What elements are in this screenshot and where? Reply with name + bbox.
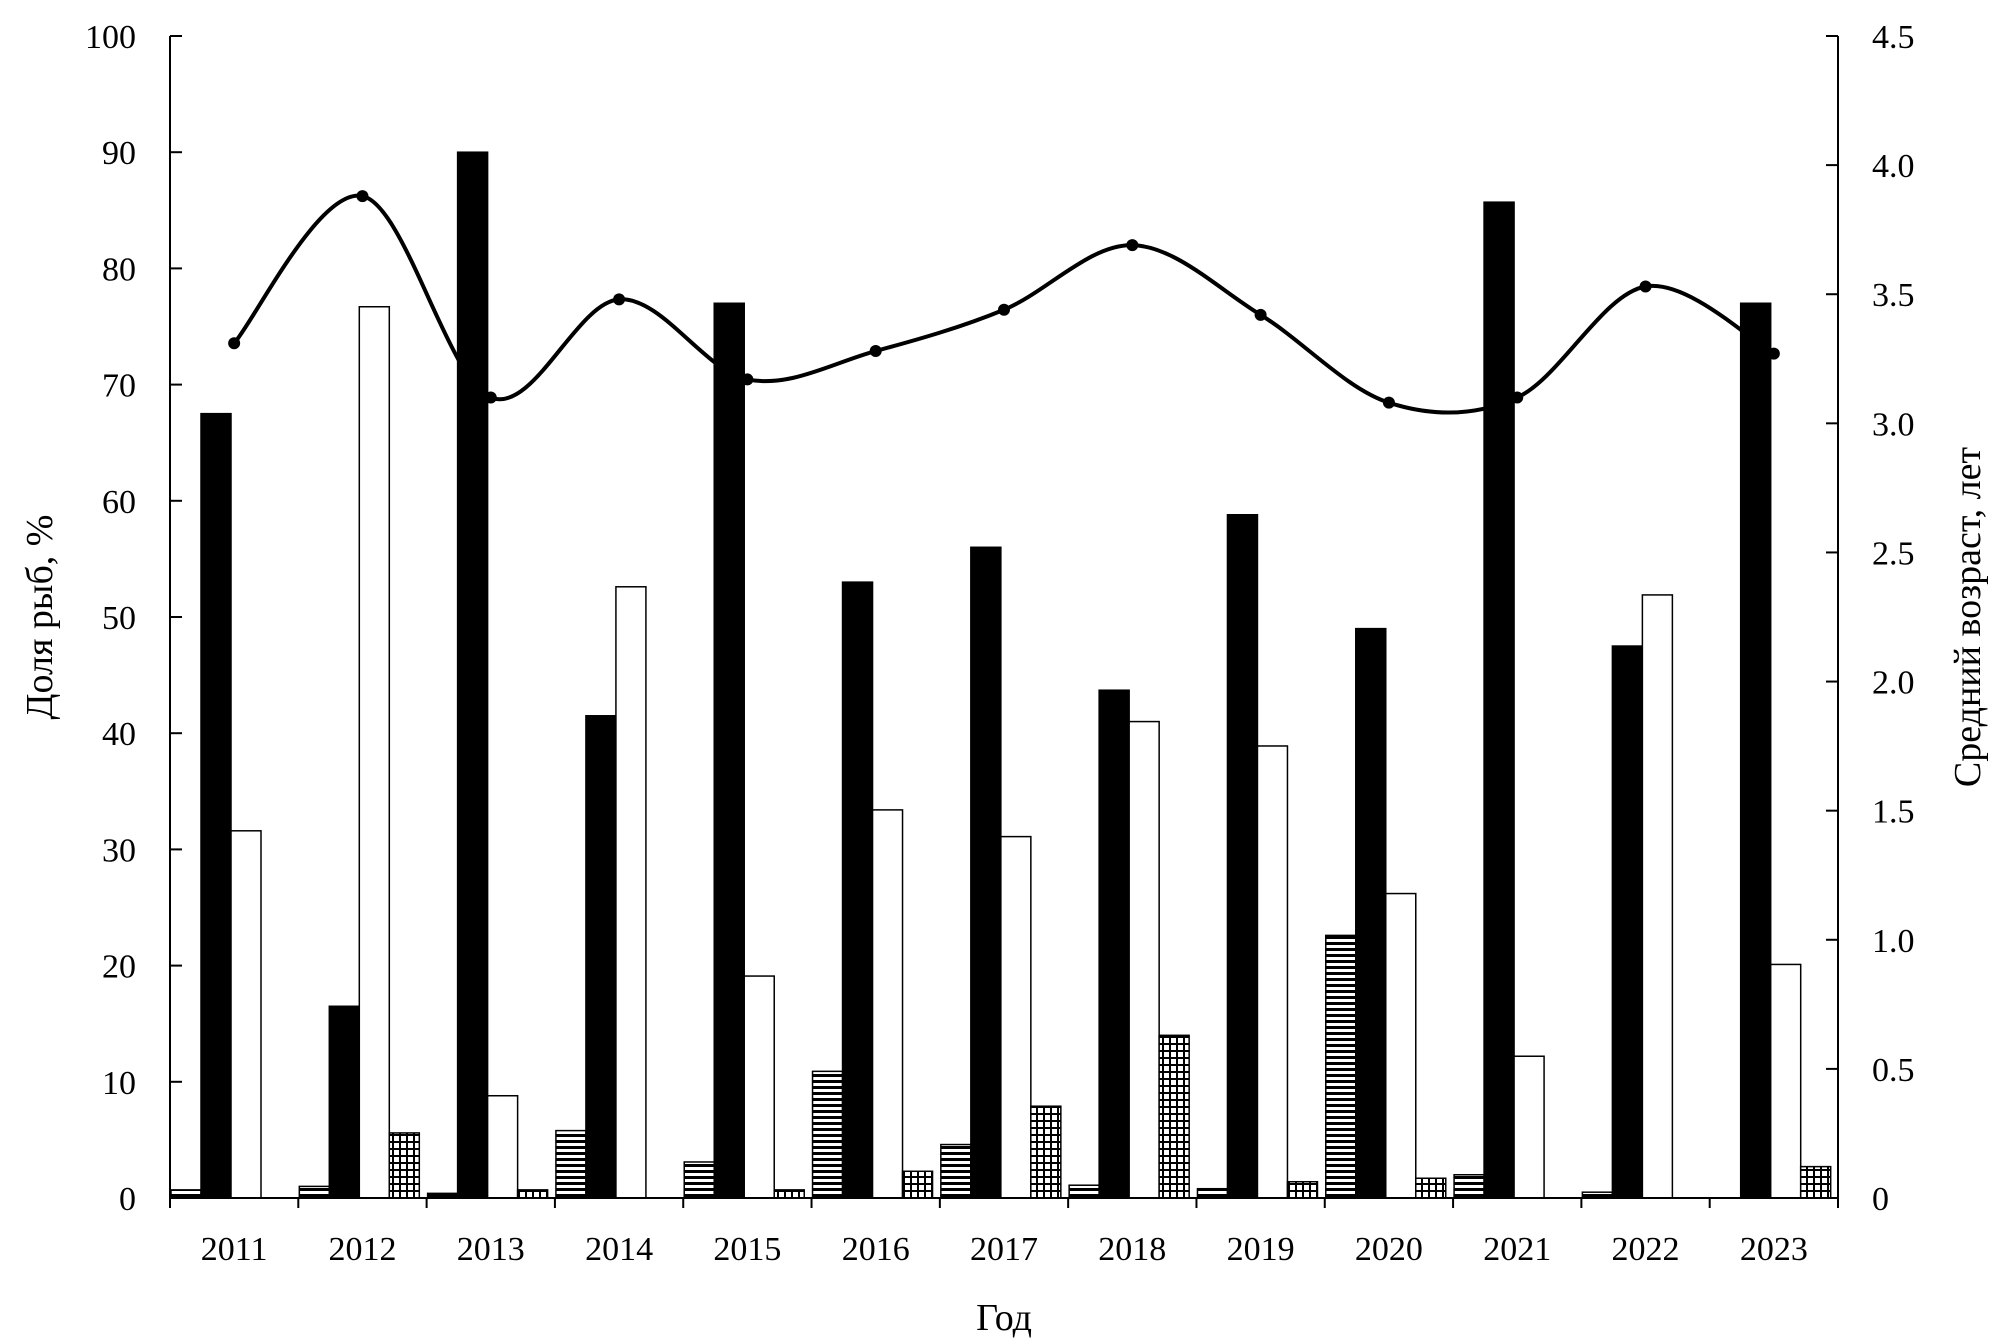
mean-age-point-2019 [1254, 308, 1267, 321]
bar-white-2014 [615, 586, 647, 1199]
bar-solid-black-2017 [970, 546, 1002, 1199]
mean-age-point-2014 [613, 293, 626, 306]
y-tick-label-left-90: 90 [102, 135, 136, 172]
mean-age-point-2023 [1767, 347, 1780, 360]
bar-solid-black-2023 [1739, 302, 1772, 1199]
bar-horizontal-lines-2017 [940, 1143, 972, 1199]
y-tick-label-left-30: 30 [102, 832, 136, 869]
bar-white-2012 [358, 305, 391, 1199]
x-tick-label-2014: 2014 [585, 1231, 653, 1268]
bar-grid-2018 [1158, 1034, 1190, 1199]
x-tick-label-2011: 2011 [201, 1231, 268, 1268]
x-tick-label-2013: 2013 [457, 1231, 525, 1268]
y-tick-label-right-4.0: 4.0 [1872, 148, 1915, 185]
y-tick-label-left-100: 100 [85, 19, 136, 56]
mean-age-point-2016 [869, 345, 882, 358]
bar-grid-2017 [1030, 1105, 1062, 1199]
bar-solid-black-2013 [456, 151, 489, 1199]
y-tick-label-left-10: 10 [102, 1065, 136, 1102]
y-tick-label-right-2.0: 2.0 [1872, 665, 1915, 702]
y-tick-label-right-3.0: 3.0 [1872, 406, 1915, 443]
bar-solid-black-2012 [328, 1005, 361, 1199]
y-tick-label-left-70: 70 [102, 368, 136, 405]
x-tick-label-2019: 2019 [1227, 1231, 1295, 1268]
x-tick-label-2012: 2012 [328, 1231, 396, 1268]
bar-solid-black-2021 [1483, 201, 1515, 1199]
bar-solid-black-2019 [1226, 513, 1259, 1199]
bar-solid-black-2011 [200, 412, 232, 1199]
y-tick-label-right-2.5: 2.5 [1872, 535, 1915, 572]
bar-white-2017 [1000, 835, 1032, 1199]
bar-grid-2015 [773, 1189, 805, 1199]
bar-white-2021 [1513, 1055, 1545, 1199]
y-axis-title-left: Доля рыб, % [19, 515, 61, 720]
bar-white-2016 [871, 809, 904, 1199]
mean-age-point-2013 [484, 391, 497, 404]
x-tick-label-2020: 2020 [1355, 1231, 1423, 1268]
bar-grid-2012 [388, 1132, 421, 1199]
x-tick-label-2017: 2017 [970, 1231, 1038, 1268]
y-tick-label-left-20: 20 [102, 949, 136, 986]
mean-age-point-2017 [998, 303, 1010, 316]
x-tick-label-2015: 2015 [713, 1231, 781, 1268]
bar-grid-2016 [901, 1170, 934, 1199]
bar-solid-black-2022 [1611, 645, 1644, 1199]
x-tick-label-2016: 2016 [842, 1231, 910, 1268]
bar-horizontal-lines-2014 [555, 1129, 587, 1199]
mean-age-point-2015 [741, 373, 754, 386]
y-tick-label-left-0: 0 [119, 1181, 136, 1218]
mean-age-point-2011 [228, 337, 241, 350]
bar-white-2019 [1256, 745, 1289, 1199]
bar-white-2020 [1385, 892, 1417, 1199]
x-tick-label-2018: 2018 [1098, 1231, 1166, 1268]
bar-grid-2020 [1415, 1177, 1447, 1199]
bar-horizontal-lines-2021 [1453, 1174, 1485, 1199]
bar-grid-2023 [1799, 1165, 1832, 1199]
y-tick-label-left-40: 40 [102, 716, 136, 753]
mean-age-point-2021 [1511, 391, 1524, 404]
mean-age-point-2020 [1382, 396, 1395, 409]
y-tick-label-right-0: 0 [1872, 1181, 1889, 1218]
mean-age-point-2022 [1639, 280, 1652, 293]
bar-white-2018 [1128, 720, 1160, 1199]
bar-white-2022 [1641, 594, 1674, 1199]
x-tick-label-2021: 2021 [1483, 1231, 1551, 1268]
x-axis-title: Год [976, 1297, 1032, 1339]
bar-solid-black-2020 [1355, 627, 1387, 1199]
y-tick-label-right-1.0: 1.0 [1872, 923, 1915, 960]
x-tick-label-2023: 2023 [1740, 1231, 1808, 1268]
bar-horizontal-lines-2018 [1068, 1184, 1100, 1199]
bar-horizontal-lines-2019 [1196, 1187, 1229, 1199]
bar-solid-black-2015 [713, 302, 745, 1199]
y-tick-label-right-1.5: 1.5 [1872, 794, 1915, 831]
mean-age-point-2018 [1126, 239, 1139, 252]
y-tick-label-left-50: 50 [102, 600, 136, 637]
bar-white-2013 [486, 1094, 519, 1199]
y-tick-label-right-0.5: 0.5 [1872, 1052, 1915, 1089]
bar-solid-black-2018 [1098, 689, 1130, 1199]
bar-grid-2013 [516, 1189, 549, 1199]
bar-horizontal-lines-2015 [683, 1161, 715, 1199]
bar-horizontal-lines-2012 [298, 1185, 331, 1199]
mean-age-point-2012 [356, 190, 369, 203]
bar-white-2011 [230, 830, 262, 1199]
bar-horizontal-lines-2011 [170, 1189, 202, 1199]
bar-horizontal-lines-2020 [1325, 934, 1357, 1199]
bar-white-2023 [1769, 963, 1802, 1199]
y-tick-label-right-3.5: 3.5 [1872, 277, 1915, 314]
y-tick-label-right-4.5: 4.5 [1872, 19, 1915, 56]
bar-white-2015 [743, 975, 775, 1199]
y-tick-label-left-80: 80 [102, 251, 136, 288]
bar-solid-black-2016 [841, 581, 874, 1199]
bar-grid-2019 [1286, 1180, 1319, 1199]
x-tick-label-2022: 2022 [1612, 1231, 1680, 1268]
y-tick-label-left-60: 60 [102, 484, 136, 521]
bar-horizontal-lines-2016 [811, 1070, 844, 1199]
bar-solid-black-2014 [585, 715, 617, 1199]
y-axis-title-right: Средний возраст, лет [1947, 447, 1989, 788]
